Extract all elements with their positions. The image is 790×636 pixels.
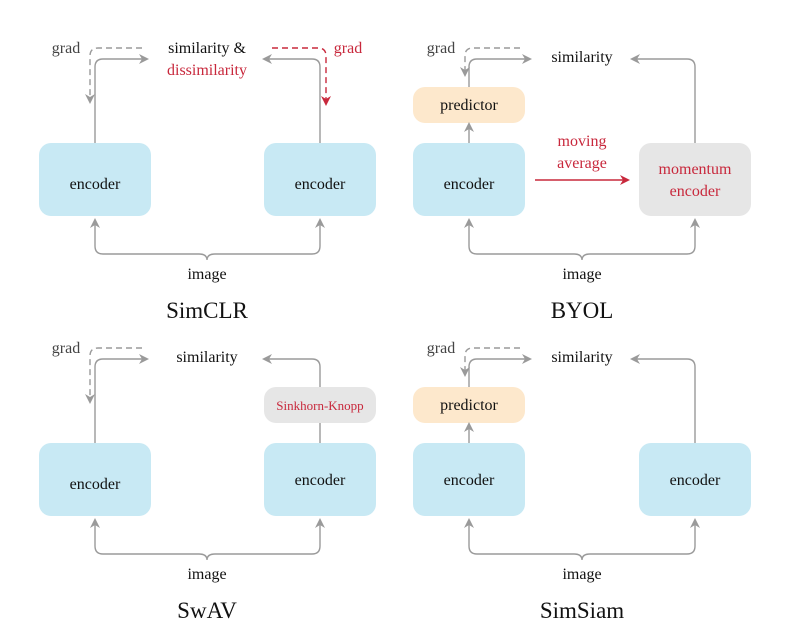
brace — [198, 253, 216, 261]
similarity-label: similarity & — [168, 40, 246, 57]
image-arrow-left — [464, 518, 574, 555]
encoder-box-left — [413, 443, 525, 516]
panel-swav: encoder encoder Sinkhorn-Knopp similarit… — [39, 340, 376, 623]
dissimilarity-label: dissimilarity — [167, 62, 247, 79]
grad-arrow-left — [460, 47, 520, 77]
encoder-label: encoder — [670, 472, 721, 489]
sinkhorn-knopp-label: Sinkhorn-Knopp — [276, 398, 363, 413]
image-arrow-right — [215, 518, 325, 555]
grad-arrow-left — [85, 347, 142, 404]
similarity-label: similarity — [551, 49, 612, 66]
predictor-label: predictor — [440, 397, 498, 414]
image-arrow-right — [215, 218, 325, 255]
grad-label-left: grad — [52, 40, 80, 57]
image-arrow-left — [464, 218, 574, 255]
encoder-box-right — [264, 143, 376, 216]
momentum-encoder-box — [639, 143, 751, 216]
grad-arrow-left — [85, 47, 142, 104]
encoder-label: encoder — [70, 176, 121, 193]
image-label: image — [562, 266, 601, 283]
grad-label-right: grad — [334, 40, 362, 57]
brace — [573, 553, 591, 561]
arrow-right-to-similarity — [262, 54, 321, 143]
sinkhorn-knopp-box — [264, 387, 376, 423]
brace — [198, 553, 216, 561]
grad-label-left: grad — [427, 340, 455, 357]
similarity-label: similarity — [176, 349, 237, 366]
grad-arrow-right — [272, 47, 331, 106]
panel-title: SwAV — [177, 598, 237, 623]
predictor-box — [413, 87, 525, 123]
encoder-label: encoder — [444, 472, 495, 489]
encoder-box-right — [264, 443, 376, 516]
arrow-right-to-similarity — [262, 354, 321, 387]
momentum-encoder-label: encoder — [670, 183, 721, 200]
encoder-label: encoder — [70, 476, 121, 493]
grad-arrow-left — [460, 347, 520, 377]
encoder-box-left — [39, 443, 151, 516]
predictor-label: predictor — [440, 97, 498, 114]
image-label: image — [562, 566, 601, 583]
panel-simclr: encoder encoder similarity & dissimilari… — [39, 40, 376, 323]
momentum-label: momentum — [659, 161, 732, 178]
grad-label-left: grad — [427, 40, 455, 57]
panel-title: SimCLR — [166, 298, 248, 323]
grad-label-left: grad — [52, 340, 80, 357]
arrow-right-to-similarity — [630, 354, 696, 443]
arrow-left-to-similarity — [94, 54, 149, 143]
arrow-left-to-similarity — [94, 354, 149, 443]
similarity-label: similarity — [551, 349, 612, 366]
image-label: image — [187, 566, 226, 583]
panel-simsiam: predictor encoder encoder similarity gra… — [413, 340, 751, 623]
moving-label: moving — [558, 133, 607, 150]
panel-title: BYOL — [551, 298, 614, 323]
encoder-label: encoder — [444, 176, 495, 193]
encoder-box-left — [39, 143, 151, 216]
panel-title: SimSiam — [540, 598, 624, 623]
brace — [573, 253, 591, 261]
arrow-left-to-similarity — [468, 54, 532, 87]
average-label: average — [557, 155, 607, 172]
image-arrow-right — [590, 518, 700, 555]
predictor-box — [413, 387, 525, 423]
image-arrow-right — [590, 218, 700, 255]
arrow-left-to-similarity — [468, 354, 532, 387]
panel-byol: predictor encoder momentum encoder simil… — [413, 40, 751, 323]
encoder-label: encoder — [295, 176, 346, 193]
image-arrow-left — [90, 518, 199, 555]
encoder-box-left — [413, 143, 525, 216]
encoder-label: encoder — [295, 472, 346, 489]
arrow-right-to-similarity — [630, 54, 696, 143]
image-label: image — [187, 266, 226, 283]
encoder-box-right — [639, 443, 751, 516]
image-arrow-left — [90, 218, 199, 255]
